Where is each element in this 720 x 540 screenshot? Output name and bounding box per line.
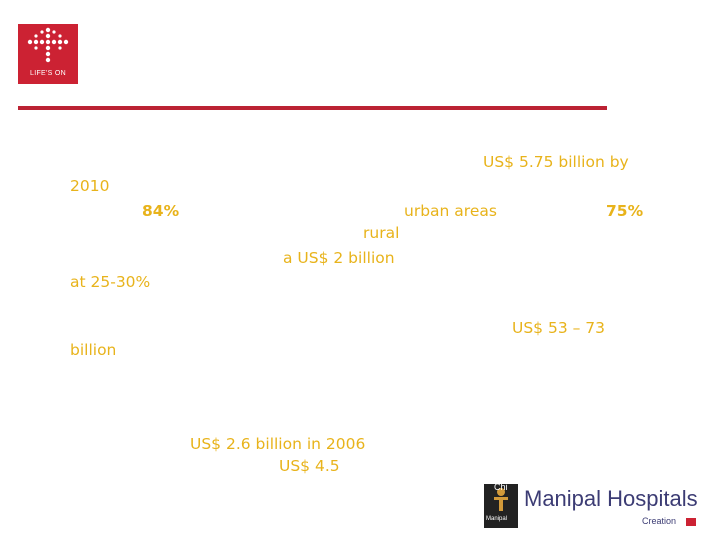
- logo-text: LIFE'S ON: [30, 70, 66, 77]
- chart-label: Chi: [494, 482, 508, 492]
- text-line-1: US$ 5.75 billion by: [483, 153, 629, 171]
- figure-icon: [494, 488, 508, 511]
- text-line-6: at 25-30%: [70, 273, 151, 291]
- brand-subtitle: Creation: [642, 516, 677, 526]
- brand-name: Manipal Hospitals: [524, 486, 698, 511]
- text-line-8: billion: [70, 341, 117, 359]
- text-line-2: 2010: [70, 177, 110, 195]
- header-divider: [18, 106, 607, 110]
- text-line-3c: 75%: [606, 202, 644, 220]
- flag-icon: [686, 518, 696, 526]
- manipal-emblem-icon: Manipal: [484, 484, 518, 528]
- company-logo: LIFE'S ON: [18, 24, 78, 84]
- footer-logo: Manipal Chi Manipal Hospitals Creation: [484, 482, 704, 530]
- text-line-10: US$ 4.5: [279, 457, 340, 475]
- text-line-4: rural: [363, 224, 400, 242]
- manipal-caption: Manipal: [486, 516, 508, 522]
- text-line-3b: urban areas: [404, 202, 497, 220]
- text-line-3a: 84%: [142, 202, 180, 220]
- text-line-5: a US$ 2 billion: [283, 249, 395, 267]
- text-line-9: US$ 2.6 billion in 2006: [190, 435, 366, 453]
- text-line-7: US$ 53 – 73: [512, 319, 606, 337]
- dot-cross-icon: [27, 27, 69, 63]
